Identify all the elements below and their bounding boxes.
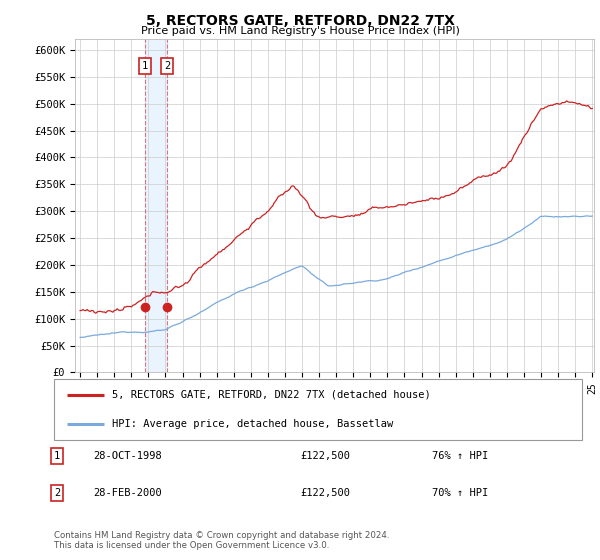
Bar: [145, 39, 167, 372]
FancyBboxPatch shape: [54, 379, 582, 440]
Text: 5, RECTORS GATE, RETFORD, DN22 7TX (detached house): 5, RECTORS GATE, RETFORD, DN22 7TX (deta…: [112, 390, 431, 400]
Text: 28-FEB-2000: 28-FEB-2000: [93, 488, 162, 498]
Text: 76% ↑ HPI: 76% ↑ HPI: [432, 451, 488, 461]
Text: HPI: Average price, detached house, Bassetlaw: HPI: Average price, detached house, Bass…: [112, 419, 394, 429]
Text: 28-OCT-1998: 28-OCT-1998: [93, 451, 162, 461]
Text: 70% ↑ HPI: 70% ↑ HPI: [432, 488, 488, 498]
Text: Contains HM Land Registry data © Crown copyright and database right 2024.
This d: Contains HM Land Registry data © Crown c…: [54, 530, 389, 550]
Text: £122,500: £122,500: [300, 451, 350, 461]
Text: Price paid vs. HM Land Registry's House Price Index (HPI): Price paid vs. HM Land Registry's House …: [140, 26, 460, 36]
Text: 1: 1: [54, 451, 60, 461]
Text: £122,500: £122,500: [300, 488, 350, 498]
Text: 2: 2: [54, 488, 60, 498]
Text: 1: 1: [142, 61, 148, 71]
Text: 5, RECTORS GATE, RETFORD, DN22 7TX: 5, RECTORS GATE, RETFORD, DN22 7TX: [146, 14, 454, 28]
Text: 2: 2: [164, 61, 170, 71]
